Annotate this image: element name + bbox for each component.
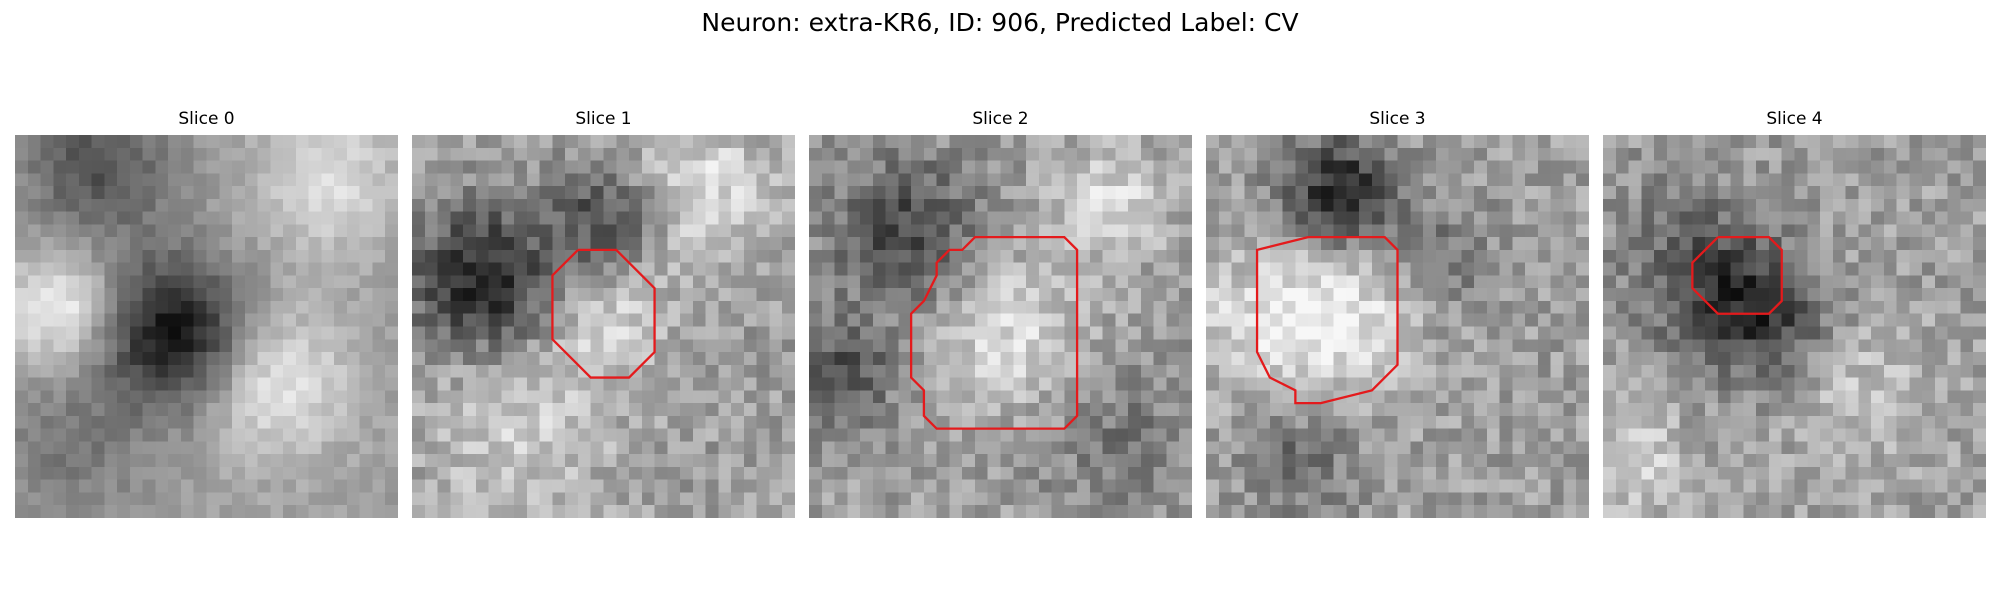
panel-slice-1: Slice 1: [412, 108, 795, 518]
panel-title: Slice 2: [972, 109, 1029, 129]
slice-image: [412, 135, 795, 518]
panel-title: Slice 0: [178, 109, 235, 129]
panel-title: Slice 3: [1369, 109, 1426, 129]
panel-title: Slice 4: [1766, 109, 1823, 129]
panel-slice-3: Slice 3: [1206, 108, 1589, 518]
panel-slice-0: Slice 0: [15, 108, 398, 518]
slice-image: [1206, 135, 1589, 518]
slice-image: [809, 135, 1192, 518]
slice-image: [15, 135, 398, 518]
panel-slice-2: Slice 2: [809, 108, 1192, 518]
slice-image: [1603, 135, 1986, 518]
panel-slice-4: Slice 4: [1603, 108, 1986, 518]
figure-title: Neuron: extra-KR6, ID: 906, Predicted La…: [701, 8, 1299, 37]
panel-title: Slice 1: [575, 109, 632, 129]
